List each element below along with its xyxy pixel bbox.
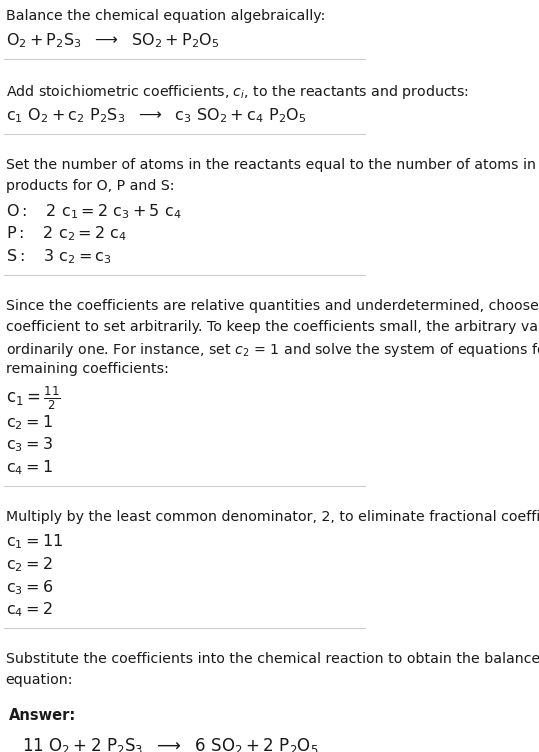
Text: ordinarily one. For instance, set $\mathit{c_2}$ = 1 and solve the system of equ: ordinarily one. For instance, set $\math…	[5, 341, 539, 359]
Text: Since the coefficients are relative quantities and underdetermined, choose a: Since the coefficients are relative quan…	[5, 299, 539, 313]
Text: $\mathrm{c_1 = 11}$: $\mathrm{c_1 = 11}$	[5, 532, 63, 551]
Text: products for O, P and S:: products for O, P and S:	[5, 179, 174, 193]
Text: $\mathrm{c_1 = \frac{11}{2}}$: $\mathrm{c_1 = \frac{11}{2}}$	[5, 384, 60, 411]
Text: Multiply by the least common denominator, 2, to eliminate fractional coefficient: Multiply by the least common denominator…	[5, 510, 539, 524]
Text: $\mathrm{S:\quad 3\ c_2 = c_3}$: $\mathrm{S:\quad 3\ c_2 = c_3}$	[5, 247, 112, 266]
Text: $\mathrm{P:\quad 2\ c_2 = 2\ c_4}$: $\mathrm{P:\quad 2\ c_2 = 2\ c_4}$	[5, 225, 127, 244]
Text: $\mathrm{c_1\ O_2 + c_2\ P_2S_3 \ \ \longrightarrow \ \ c_3\ SO_2 + c_4\ P_2O_5}: $\mathrm{c_1\ O_2 + c_2\ P_2S_3 \ \ \lon…	[5, 106, 306, 125]
Text: Answer:: Answer:	[9, 708, 77, 723]
Text: Balance the chemical equation algebraically:: Balance the chemical equation algebraica…	[5, 9, 325, 23]
Text: $\mathrm{c_4 = 2}$: $\mathrm{c_4 = 2}$	[5, 601, 52, 620]
FancyBboxPatch shape	[1, 693, 198, 752]
Text: $\mathrm{c_3 = 6}$: $\mathrm{c_3 = 6}$	[5, 578, 53, 596]
Text: $\mathrm{c_2 = 2}$: $\mathrm{c_2 = 2}$	[5, 555, 52, 574]
Text: $\mathrm{c_2 = 1}$: $\mathrm{c_2 = 1}$	[5, 413, 52, 432]
Text: $\mathrm{O_2 + P_2S_3 \ \ \longrightarrow \ \ SO_2 + P_2O_5}$: $\mathrm{O_2 + P_2S_3 \ \ \longrightarro…	[5, 32, 219, 50]
Text: Add stoichiometric coefficients, $\mathit{c_i}$, to the reactants and products:: Add stoichiometric coefficients, $\mathi…	[5, 83, 468, 101]
Text: $\mathrm{11\ O_2 + 2\ P_2S_3 \ \ \longrightarrow \ \ 6\ SO_2 + 2\ P_2O_5}$: $\mathrm{11\ O_2 + 2\ P_2S_3 \ \ \longri…	[22, 736, 319, 752]
Text: remaining coefficients:: remaining coefficients:	[5, 362, 168, 375]
Text: $\mathrm{c_4 = 1}$: $\mathrm{c_4 = 1}$	[5, 459, 52, 477]
Text: $\mathrm{c_3 = 3}$: $\mathrm{c_3 = 3}$	[5, 435, 52, 454]
Text: equation:: equation:	[5, 673, 73, 687]
Text: coefficient to set arbitrarily. To keep the coefficients small, the arbitrary va: coefficient to set arbitrarily. To keep …	[5, 320, 539, 334]
Text: Set the number of atoms in the reactants equal to the number of atoms in the: Set the number of atoms in the reactants…	[5, 158, 539, 171]
Text: $\mathrm{O:\quad 2\ c_1 = 2\ c_3 + 5\ c_4}$: $\mathrm{O:\quad 2\ c_1 = 2\ c_3 + 5\ c_…	[5, 202, 181, 220]
Text: Substitute the coefficients into the chemical reaction to obtain the balanced: Substitute the coefficients into the che…	[5, 652, 539, 666]
